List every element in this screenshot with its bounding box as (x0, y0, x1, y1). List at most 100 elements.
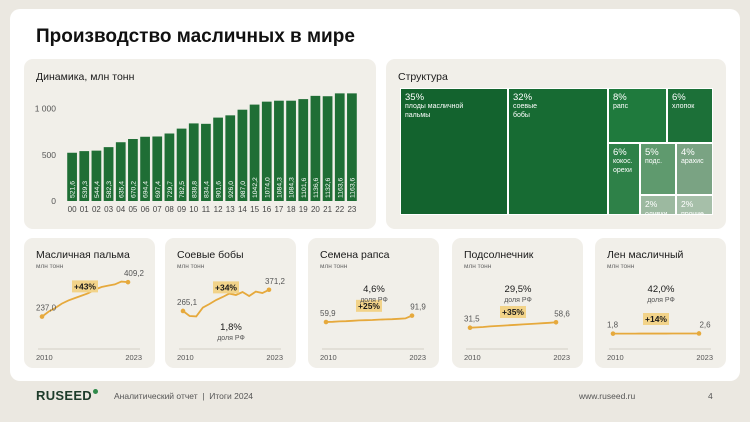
bar (128, 139, 138, 201)
bar (298, 99, 309, 201)
bar-value-label: 544,4 (94, 181, 101, 198)
x-tick-label: 07 (153, 205, 162, 214)
bar (79, 151, 90, 201)
bar (261, 101, 272, 201)
bar (91, 150, 102, 201)
x-start-label: 2010 (177, 353, 194, 362)
treemap-pct: 2% (681, 199, 694, 209)
dynamics-title: Динамика, млн тонн (36, 71, 135, 83)
treemap-cell: 2% прочие (676, 195, 713, 215)
bar-value-label: 729,7 (167, 181, 174, 198)
bar (322, 96, 333, 201)
x-tick-label: 06 (141, 205, 150, 214)
structure-treemap: 35% плоды масличной пальмы 32% соевые бобы 8… (400, 88, 713, 215)
x-end-label: 2023 (696, 353, 713, 362)
treemap-pct: 6% (613, 147, 627, 158)
share-value: 4,6% (363, 284, 385, 295)
bar (115, 142, 126, 201)
crop-title: Подсолнечник (464, 249, 534, 261)
x-tick-label: 02 (92, 205, 101, 214)
crop-title: Масличная пальма (36, 249, 130, 261)
crop-card: Лен масличный млн тонн 1,8 2,6 +14% 42,0% доля… (595, 238, 726, 368)
x-tick-label: 18 (287, 205, 296, 214)
treemap-cell: 2% оливки (640, 195, 676, 215)
crop-title: Соевые бобы (177, 249, 244, 261)
crop-unit: млн тонн (607, 263, 635, 270)
bar (347, 93, 357, 201)
start-value-label: 265,1 (177, 298, 198, 307)
start-value-label: 31,5 (464, 315, 480, 324)
bar-value-label: 1132,6 (325, 177, 332, 198)
growth-badge-text: +14% (645, 314, 667, 324)
x-tick-label: 23 (347, 205, 356, 214)
x-tick-label: 05 (128, 205, 137, 214)
treemap-label: плоды масличной пальмы (405, 103, 464, 119)
treemap-pct: 32% (513, 92, 533, 103)
treemap-cell: 35% плоды масличной пальмы (400, 88, 508, 215)
treemap-cell: 4% арахис (676, 143, 713, 195)
bar (201, 123, 211, 201)
y-tick-label: 500 (42, 150, 56, 160)
bar-value-label: 987,0 (240, 181, 247, 198)
bar (176, 128, 187, 201)
bar-value-label: 1136,6 (313, 177, 320, 198)
x-tick-label: 17 (274, 205, 283, 214)
bar-value-label: 1084,3 (276, 177, 283, 198)
x-tick-label: 00 (68, 205, 77, 214)
dynamics-bar-chart: 1 000 500 0 521,6 00 539,3 01 544,4 02 582,3 03 635… (35, 93, 357, 214)
treemap-label: соевые бобы (513, 103, 538, 119)
start-point (467, 325, 473, 330)
treemap-label: рапс (613, 103, 629, 110)
crop-unit: млн тонн (464, 263, 492, 270)
share-value: 29,5% (505, 284, 532, 295)
end-value-label: 371,2 (265, 277, 286, 286)
crop-title: Семена рапса (320, 249, 390, 261)
bar-value-label: 635,4 (118, 181, 125, 198)
trend-line (41, 280, 129, 318)
footer-url[interactable]: www.ruseed.ru (579, 391, 636, 401)
trend-line (182, 288, 270, 318)
treemap-pct: 5% (645, 147, 659, 158)
share-label: доля РФ (504, 297, 532, 304)
share-label: доля РФ (217, 335, 245, 342)
bar (237, 109, 248, 201)
crop-line-chart: Семена рапса млн тонн 59,9 91,9 +25% 4,6% доля… (320, 249, 426, 362)
bar-value-label: 1074,0 (264, 177, 271, 198)
treemap-pct: 8% (613, 92, 627, 103)
bar (225, 115, 236, 201)
crop-line-chart: Лен масличный млн тонн 1,8 2,6 +14% 42,0% доля… (607, 249, 713, 362)
crop-unit: млн тонн (320, 263, 348, 270)
treemap-label: оливки (645, 210, 668, 215)
bar-value-label: 1163,6 (349, 177, 356, 198)
bar (334, 93, 345, 201)
treemap-cell: 6% кокос. орехи (608, 143, 640, 215)
x-tick-label: 15 (250, 205, 259, 214)
x-tick-label: 12 (214, 205, 223, 214)
x-tick-label: 09 (177, 205, 186, 214)
crop-line-chart: Соевые бобы млн тонн 265,1 371,2 +34% 1,8% дол… (177, 249, 286, 362)
x-tick-label: 22 (335, 205, 344, 214)
bar-value-label: 1163,6 (337, 177, 344, 198)
x-tick-label: 21 (323, 205, 332, 214)
start-point (610, 331, 616, 336)
treemap-label: хлопок (672, 103, 695, 110)
trend-line (469, 321, 557, 329)
growth-badge (213, 281, 239, 294)
x-start-label: 2010 (36, 353, 53, 362)
bar-value-label: 697,4 (155, 181, 162, 198)
start-point (180, 308, 186, 314)
x-tick-label: 14 (238, 205, 247, 214)
x-tick-label: 08 (165, 205, 174, 214)
treemap-pct: 2% (645, 199, 658, 209)
logo-text: RUSEED (36, 388, 92, 403)
growth-badge (500, 305, 526, 318)
x-tick-label: 04 (116, 205, 125, 214)
y-tick-label: 0 (51, 196, 56, 206)
x-tick-label: 16 (262, 205, 271, 214)
bar-value-label: 521,6 (70, 181, 77, 198)
bar-value-label: 1042,2 (252, 177, 259, 198)
trend-line (325, 314, 413, 323)
bar-value-label: 539,3 (82, 181, 89, 198)
treemap-label: кокос. орехи (613, 158, 633, 174)
growth-badge-text: +43% (74, 281, 96, 291)
